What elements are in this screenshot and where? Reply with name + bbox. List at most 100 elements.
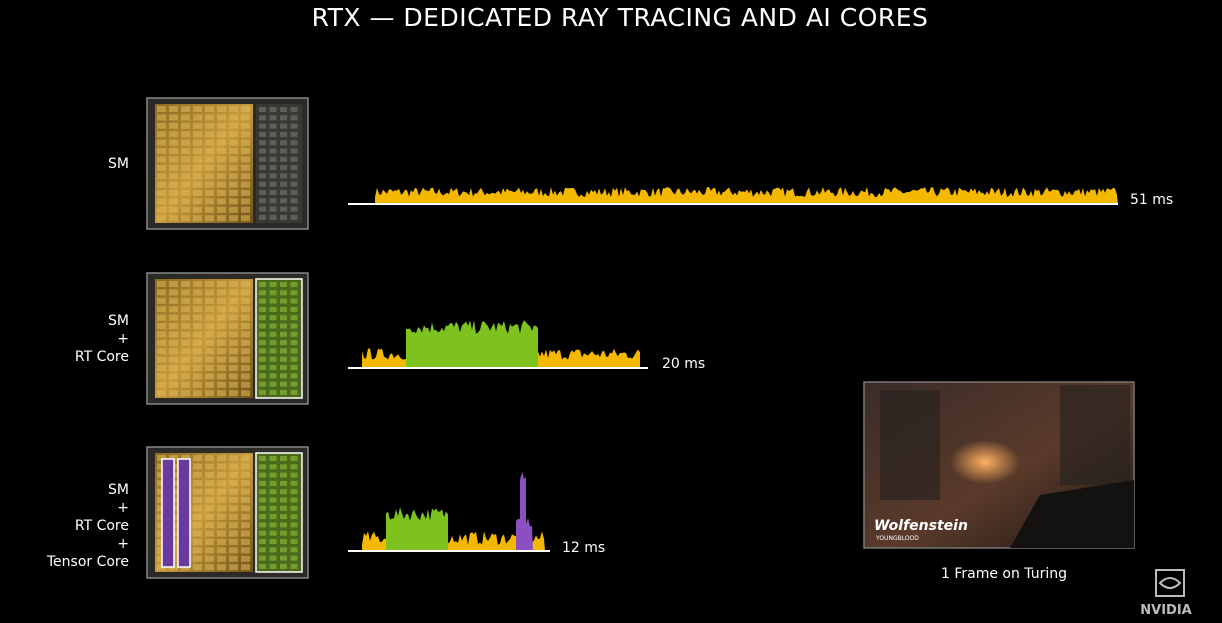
tensor-core-block [161, 458, 175, 568]
chip-cell [205, 289, 214, 296]
rt-core-block [255, 278, 303, 399]
rt-cell [259, 123, 266, 129]
chip-cell [169, 297, 178, 304]
chip-cell [157, 373, 166, 380]
frame-time: 20 ms [662, 356, 705, 372]
chip-cell [241, 356, 250, 363]
rt-cell [259, 206, 266, 212]
chip-cell [157, 314, 166, 321]
chip-cell [193, 463, 202, 470]
chip-cell [241, 148, 250, 154]
chip-cell [217, 480, 226, 487]
chip-cell [229, 289, 238, 296]
chip-cell [205, 547, 214, 554]
chip-cell [241, 390, 250, 397]
activity-trace [375, 187, 1118, 204]
chip-cell [157, 331, 166, 338]
chip-cell [169, 114, 178, 121]
chip-cell [205, 339, 214, 346]
chip-cell [229, 471, 238, 478]
chip-cell [181, 206, 190, 213]
chip-cell [157, 323, 166, 329]
rt-cell [259, 555, 266, 561]
rt-cell [269, 489, 277, 495]
chip-cell [193, 522, 202, 529]
chip-cell [205, 198, 214, 205]
rt-cell [280, 148, 287, 154]
chip-cell [229, 547, 238, 554]
rt-cell [259, 539, 266, 544]
rt-cell [269, 282, 277, 287]
rt-cell [280, 140, 287, 146]
rt-cell [269, 306, 277, 312]
activity-trace [520, 471, 526, 551]
chip-cell [217, 164, 226, 171]
rt-cell [259, 214, 266, 220]
rt-cell [280, 514, 287, 520]
rt-cell [259, 315, 266, 321]
rt-cell [269, 563, 277, 569]
chip-cell [193, 348, 202, 355]
rt-cell [280, 198, 287, 204]
chip-cell [241, 348, 250, 355]
rt-cell [259, 190, 266, 195]
chip-cell [193, 148, 202, 154]
chip-cell [241, 206, 250, 213]
chip-cell [217, 505, 226, 512]
chip-cell [241, 530, 250, 537]
rt-cell [259, 140, 266, 146]
rt-cell [290, 497, 298, 503]
chip-cell [157, 206, 166, 213]
chip-cell [157, 173, 166, 180]
chip-cell [205, 314, 214, 321]
rt-cell [269, 115, 277, 121]
chip-cell [217, 148, 226, 154]
chip-cell [241, 131, 250, 138]
rt-cell [290, 148, 298, 154]
chip-cell [205, 148, 214, 154]
chip-cell [229, 539, 238, 545]
chip-cell [205, 281, 214, 287]
chip-cell [217, 390, 226, 397]
chip-cell [217, 181, 226, 188]
chip-cell [193, 297, 202, 304]
chip-cell [169, 139, 178, 146]
rt-cell [259, 181, 266, 187]
chip-cell [205, 122, 214, 129]
chip-cell [193, 323, 202, 329]
chip-cell [157, 106, 166, 112]
chip-cell [169, 348, 178, 355]
rt-cell [280, 539, 287, 544]
chip-cell [181, 331, 190, 338]
chip-cell [181, 173, 190, 180]
rt-cell [290, 340, 298, 346]
chip-cell [229, 215, 238, 222]
chip-cell [205, 488, 214, 495]
chip-cell [241, 365, 250, 371]
chip-cell [181, 289, 190, 296]
chip-cell [241, 114, 250, 121]
chip-cell [193, 190, 202, 196]
chip-cell [217, 348, 226, 355]
chip-cell [157, 139, 166, 146]
rt-cell [269, 514, 277, 520]
chip-cell [181, 156, 190, 163]
rt-cell [259, 115, 266, 121]
row-label: SM [108, 156, 129, 172]
rt-cell [290, 464, 298, 470]
chip-cell [229, 148, 238, 154]
chip-cell [181, 373, 190, 380]
rt-cell [259, 282, 266, 287]
chip-cell [229, 306, 238, 313]
chip-cell [241, 106, 250, 112]
rt-cell [259, 331, 266, 337]
chip-cell [229, 122, 238, 129]
chip-cell [241, 488, 250, 495]
chip-cell [229, 555, 238, 562]
rt-cell [280, 290, 287, 296]
chip-cell [193, 215, 202, 222]
rt-cell [259, 156, 266, 162]
rt-cell [259, 165, 266, 171]
rt-cell [269, 539, 277, 544]
rt-cell [280, 190, 287, 195]
